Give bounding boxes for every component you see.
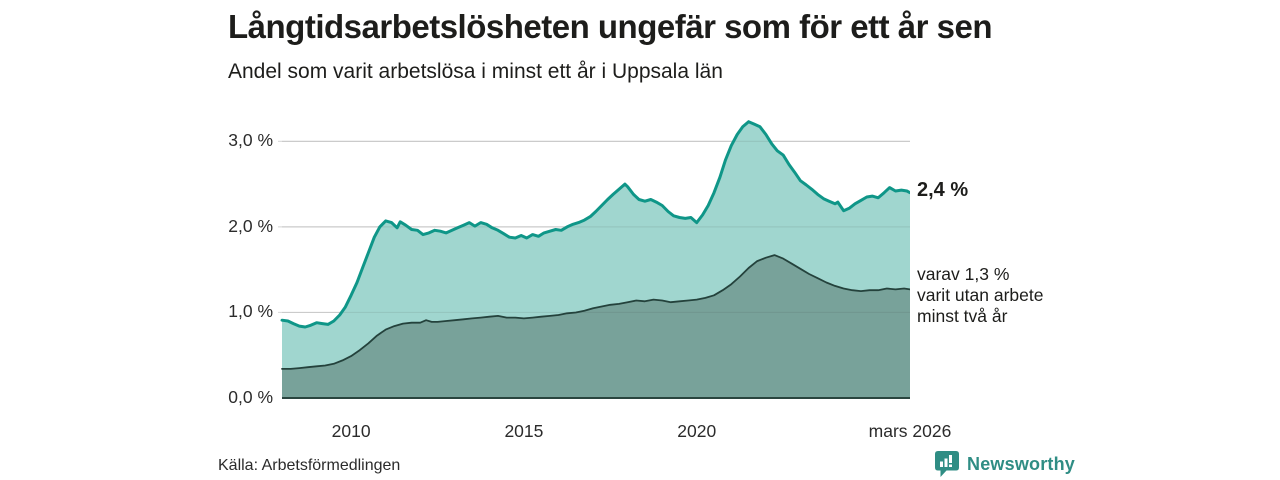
- area-chart-plot: [278, 120, 910, 399]
- latest-value-annotation: 2,4 %: [917, 179, 969, 201]
- x-axis-label-2020: 2020: [677, 421, 717, 441]
- newsworthy-logo-text: Newsworthy: [967, 453, 1076, 474]
- sub-annotation-line3: minst två år: [917, 306, 1008, 326]
- x-axis-label-2010: 2010: [331, 421, 371, 441]
- y-axis-label-3: 3,0 %: [228, 130, 273, 151]
- sub-annotation-line1: varav 1,3 %: [917, 264, 1010, 284]
- y-axis-label-1: 1,0 %: [228, 301, 273, 322]
- source-note: Källa: Arbetsförmedlingen: [218, 457, 401, 474]
- sub-annotation-line2: varit utan arbete: [917, 285, 1044, 305]
- x-axis-label-2015: 2015: [504, 421, 544, 441]
- sub-series-annotation: varav 1,3 % varit utan arbete minst två …: [917, 264, 1043, 327]
- newsworthy-bubble-chart-icon: [934, 450, 960, 478]
- y-axis-label-2: 2,0 %: [228, 215, 273, 236]
- page-title: Långtidsarbetslösheten ungefär som för e…: [228, 8, 993, 45]
- newsworthy-logo[interactable]: Newsworthy: [934, 450, 1075, 478]
- y-axis-label-0: 0,0 %: [228, 387, 273, 407]
- page-subtitle: Andel som varit arbetslösa i minst ett å…: [228, 60, 723, 83]
- x-axis-label-mars-2026: mars 2026: [868, 421, 952, 441]
